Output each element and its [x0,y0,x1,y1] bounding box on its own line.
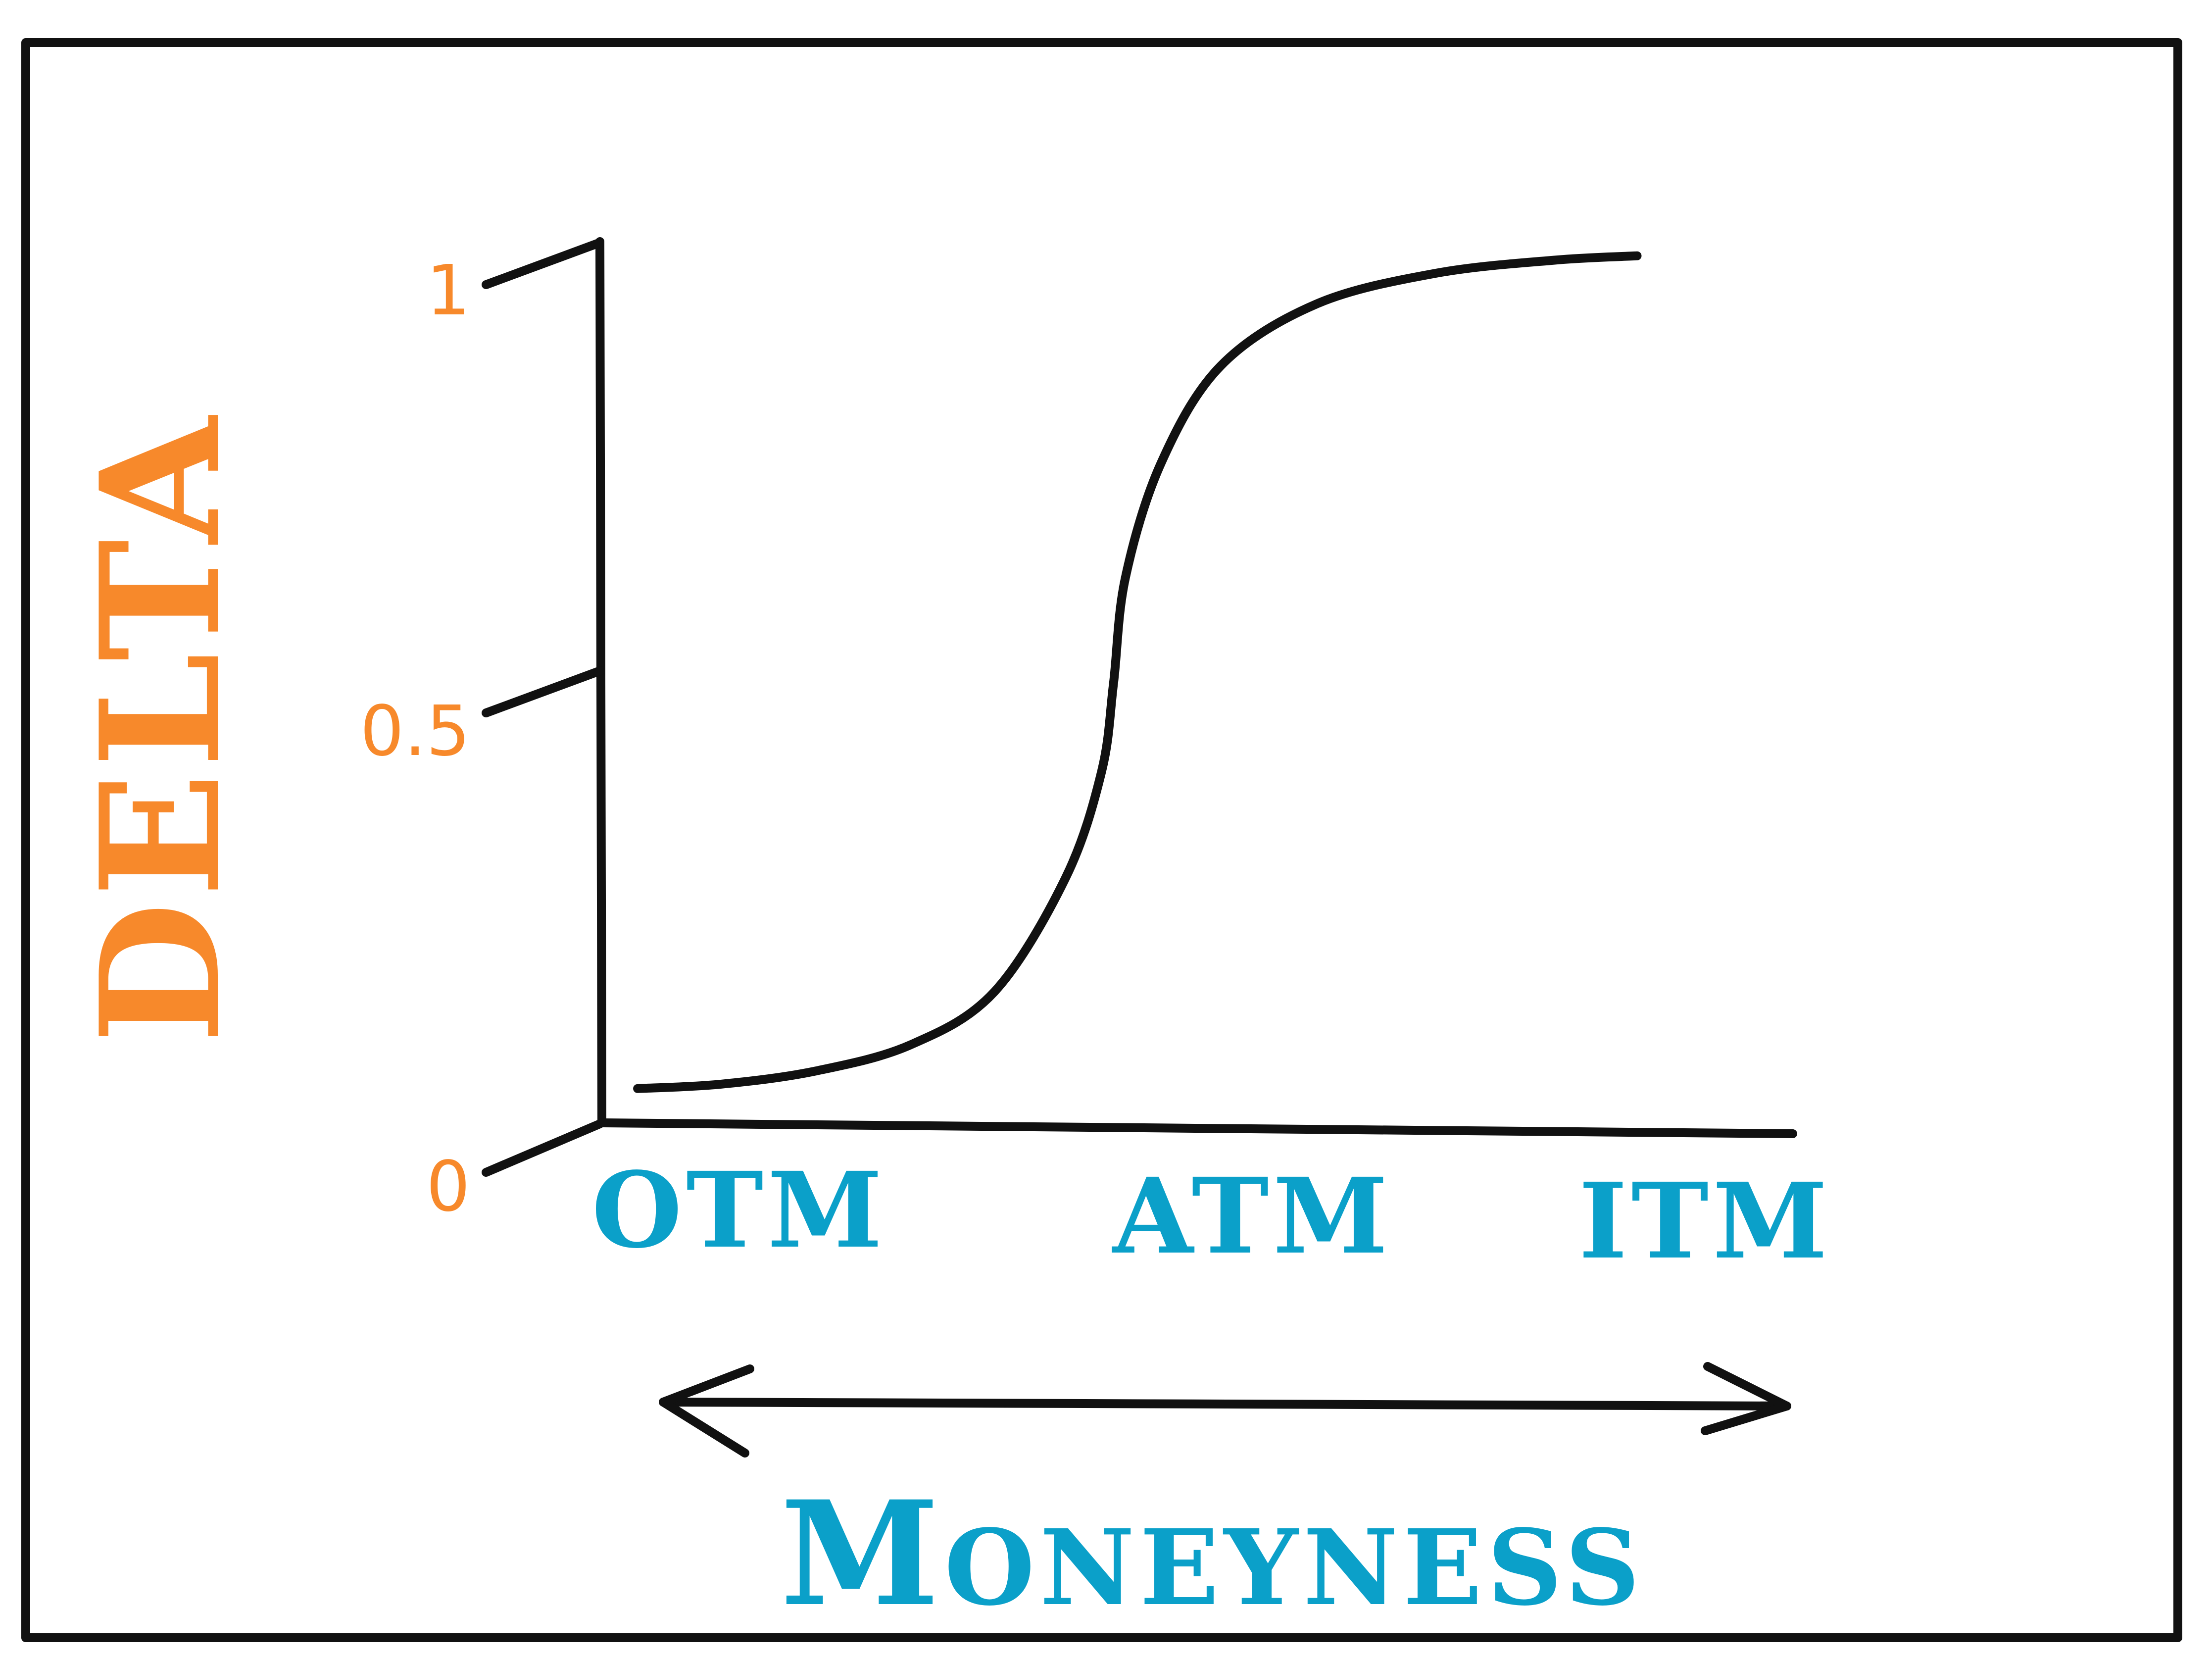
y-axis-label: DELTA [64,412,256,1044]
moneyness-arrow-shaft [659,1398,1791,1410]
chart-frame [21,38,2182,1642]
x-axis-line [597,1118,1797,1138]
y-tick-mark-0-5 [482,666,604,717]
x-category-itm: ITM [1579,1160,1832,1282]
arrow-left-head-icon [659,1364,754,1458]
x-category-otm: OTM [591,1149,886,1271]
y-tick-label-0: 0 [426,1147,470,1227]
y-tick-mark-1 [482,238,604,289]
y-tick-label-0-5: 0.5 [360,691,470,772]
x-axis-label-initial: M [781,1470,944,1638]
arrow-right-head-icon [1701,1362,1791,1435]
x-axis-label-rest: ONEYNESS [944,1507,1645,1629]
x-category-atm: ATM [1112,1155,1392,1277]
delta-curve [633,251,1642,1093]
y-tick-mark-0 [482,1119,604,1177]
y-tick-label-1: 1 [426,251,470,331]
x-axis-label: MONEYNESS [781,1470,1645,1638]
y-axis-line [595,237,606,1127]
